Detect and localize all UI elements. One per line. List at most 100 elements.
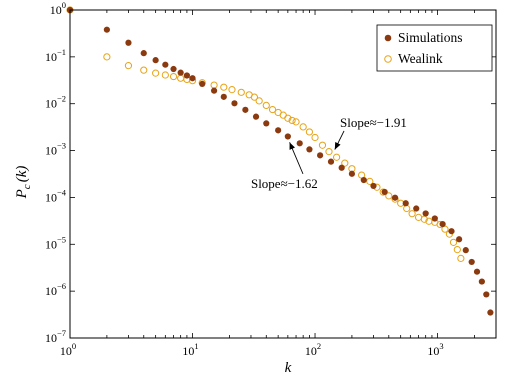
y-axis-label: Pc(k) [14,166,33,200]
data-point-simulations [189,75,196,82]
data-point-simulations [177,69,184,76]
data-point-simulations [456,236,463,243]
data-point-simulations [284,133,291,140]
data-point-simulations [468,258,475,266]
legend-box [376,24,493,72]
data-point-wealink [292,118,300,126]
data-point-simulations [125,39,132,46]
y-tick-label: 10−3 [45,141,66,158]
y-axis-label-main: P [14,189,30,199]
data-point-wealink [268,105,277,114]
y-tick-label: 10−6 [45,281,66,298]
data-point-simulations [473,268,481,275]
data-point-simulations [252,113,260,120]
ticks-layer [69,9,497,339]
x-tick-label: 101 [182,341,198,358]
y-axis-label-sub: c [21,184,33,189]
data-point-simulations [327,158,335,165]
series-simulations [66,6,494,316]
data-point-simulations [210,87,218,94]
x-tick-label: 103 [427,341,443,358]
data-point-simulations [370,182,377,190]
data-point-simulations [478,278,485,285]
slope-annotation: Slope≈−1.91 [340,115,407,130]
data-point-wealink [333,153,341,161]
data-point-wealink [220,83,228,91]
data-point-wealink [408,210,416,218]
x-tick-label: 102 [305,341,321,358]
data-point-wealink [318,141,327,149]
data-point-simulations [439,220,446,228]
data-point-simulations [162,61,169,68]
data-point-wealink [453,246,461,254]
data-point-simulations [103,26,110,33]
annotation-arrow [334,130,345,150]
data-point-simulations [422,210,429,217]
data-point-simulations [413,205,420,212]
y-tick-label: 10−2 [45,94,66,111]
y-tick-label: 10−7 [45,328,66,345]
data-point-wealink [237,88,245,96]
data-point-wealink [169,72,178,81]
y-tick-label: 10−1 [45,47,66,64]
data-point-simulations [152,57,159,64]
tick-labels: 100 101 102 103 100 10−1 10−2 10−3 10−4 10−5 10−6 1… [45,0,444,358]
slope-annotation: Slope≈−1.62 [251,176,318,191]
data-point-wealink [325,148,333,156]
annotation-arrow [289,142,304,175]
data-point-wealink [385,192,393,200]
data-point-simulations [231,100,238,107]
data-point-simulations [140,50,147,57]
data-point-simulations [381,188,388,196]
data-point-wealink [441,225,449,233]
legend-marker-simulations [384,34,392,42]
data-point-wealink [250,93,258,101]
data-point-simulations [348,170,356,177]
data-point-simulations [487,309,494,316]
data-point-simulations [199,80,206,87]
data-point-simulations [220,93,227,100]
data-point-wealink [255,97,263,105]
data-point-simulations [242,106,249,113]
data-point-simulations [170,65,177,73]
data-point-simulations [462,247,469,254]
data-point-simulations [483,291,490,298]
legend: Simulations Wealink [376,24,493,72]
data-point-simulations [306,146,313,153]
data-point-wealink [140,66,148,74]
data-point-simulations [317,152,324,159]
data-point-wealink [305,128,314,136]
data-point-simulations [448,228,455,235]
data-point-simulations [391,194,399,201]
plot-frame [69,9,497,339]
y-tick-label: 10−4 [45,187,67,204]
data-point-wealink [341,159,349,167]
data-point-wealink [262,101,270,110]
data-point-wealink [311,133,319,142]
data-point-simulations [338,164,345,171]
series-layer [66,6,494,316]
data-point-simulations [402,200,409,207]
y-tick-label: 100 [50,0,66,17]
data-point-simulations [275,127,282,134]
data-point-wealink [161,71,169,79]
y-axis-label-arg: (k) [14,166,30,183]
y-tick-label: 10−5 [45,234,66,251]
data-point-wealink [152,69,160,77]
legend-label-simulations: Simulations [398,30,463,45]
data-point-wealink [449,238,458,246]
data-point-simulations [263,120,270,127]
data-point-wealink [457,254,465,262]
data-point-wealink [228,86,236,94]
legend-label-wealink: Wealink [398,51,443,66]
data-point-wealink [103,53,111,61]
data-point-wealink [299,123,307,131]
data-point-simulations [296,140,303,147]
data-point-simulations [183,72,191,79]
data-point-wealink [284,114,292,122]
x-tick-label: 100 [60,341,76,358]
data-point-wealink [288,116,296,125]
data-point-wealink [124,62,133,70]
data-point-wealink [366,177,374,185]
